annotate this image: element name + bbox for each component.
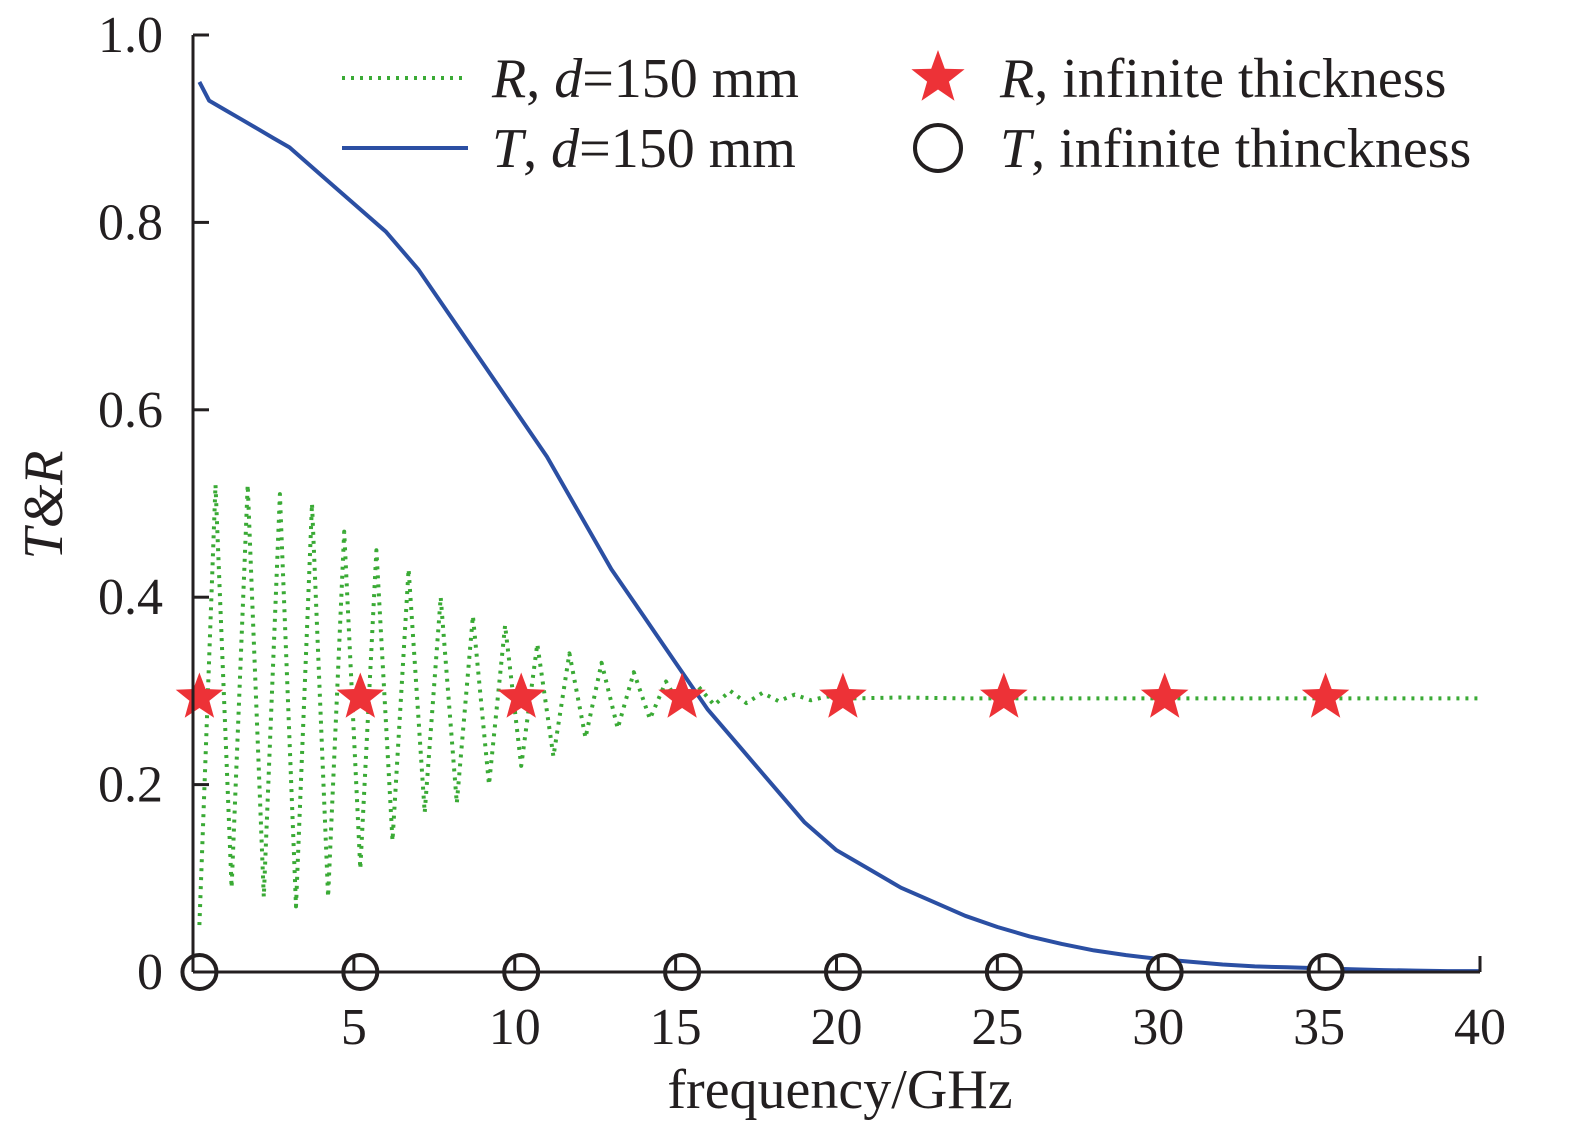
legend-label-t-infinite: T, infinite thinckness bbox=[1000, 118, 1471, 180]
series-marker-star bbox=[819, 672, 867, 718]
plot-area: 0 0.2 0.4 0.6 0.8 1.0 5 10 15 20 25 30 35 40 bbox=[98, 7, 1506, 1056]
y-tick-label: 0.4 bbox=[98, 569, 163, 626]
x-tick-label: 10 bbox=[489, 999, 541, 1056]
y-tick-label: 0.2 bbox=[98, 757, 163, 814]
legend-circle-icon bbox=[913, 123, 963, 173]
y-axis-label: T&R bbox=[13, 451, 75, 560]
series-line-r-finite bbox=[197, 482, 1480, 926]
series-marker-star bbox=[1140, 672, 1189, 718]
x-tick-label: 20 bbox=[811, 999, 863, 1056]
legend-label-r-finite: R, d=150 mm bbox=[491, 48, 799, 110]
x-tick-label: 5 bbox=[341, 999, 367, 1056]
x-tick-label: 30 bbox=[1132, 999, 1184, 1056]
x-tick-label: 35 bbox=[1293, 999, 1345, 1056]
legend-star-icon bbox=[911, 50, 965, 101]
y-tick-label: 1.0 bbox=[98, 7, 163, 64]
legend: R, d=150 mm T, d=150 mm R, infinite thic… bbox=[342, 48, 1471, 180]
series-marker-star bbox=[980, 672, 1028, 718]
x-tick-label: 40 bbox=[1454, 999, 1506, 1056]
series-layer bbox=[197, 80, 1480, 974]
series-marker-star bbox=[336, 672, 385, 718]
axes: 0 0.2 0.4 0.6 0.8 1.0 5 10 15 20 25 30 35 40 bbox=[98, 7, 1506, 1056]
x-tick-label: 15 bbox=[650, 999, 702, 1056]
x-axis-label: frequency/GHz bbox=[667, 1059, 1012, 1121]
series-marker-star bbox=[1301, 672, 1350, 718]
series-marker-star bbox=[658, 672, 706, 718]
y-tick-label: 0.8 bbox=[98, 194, 163, 251]
series-marker-star bbox=[175, 672, 224, 718]
series-line-t-finite bbox=[197, 80, 1480, 974]
legend-star-shape bbox=[911, 50, 965, 101]
x-tick-label: 25 bbox=[971, 999, 1023, 1056]
series-marker-star bbox=[497, 672, 545, 718]
y-tick-label: 0.6 bbox=[98, 382, 163, 439]
legend-label-r-infinite: R, infinite thickness bbox=[999, 48, 1446, 110]
y-tick-label: 0 bbox=[137, 944, 163, 1001]
legend-label-t-finite: T, d=150 mm bbox=[492, 118, 796, 180]
